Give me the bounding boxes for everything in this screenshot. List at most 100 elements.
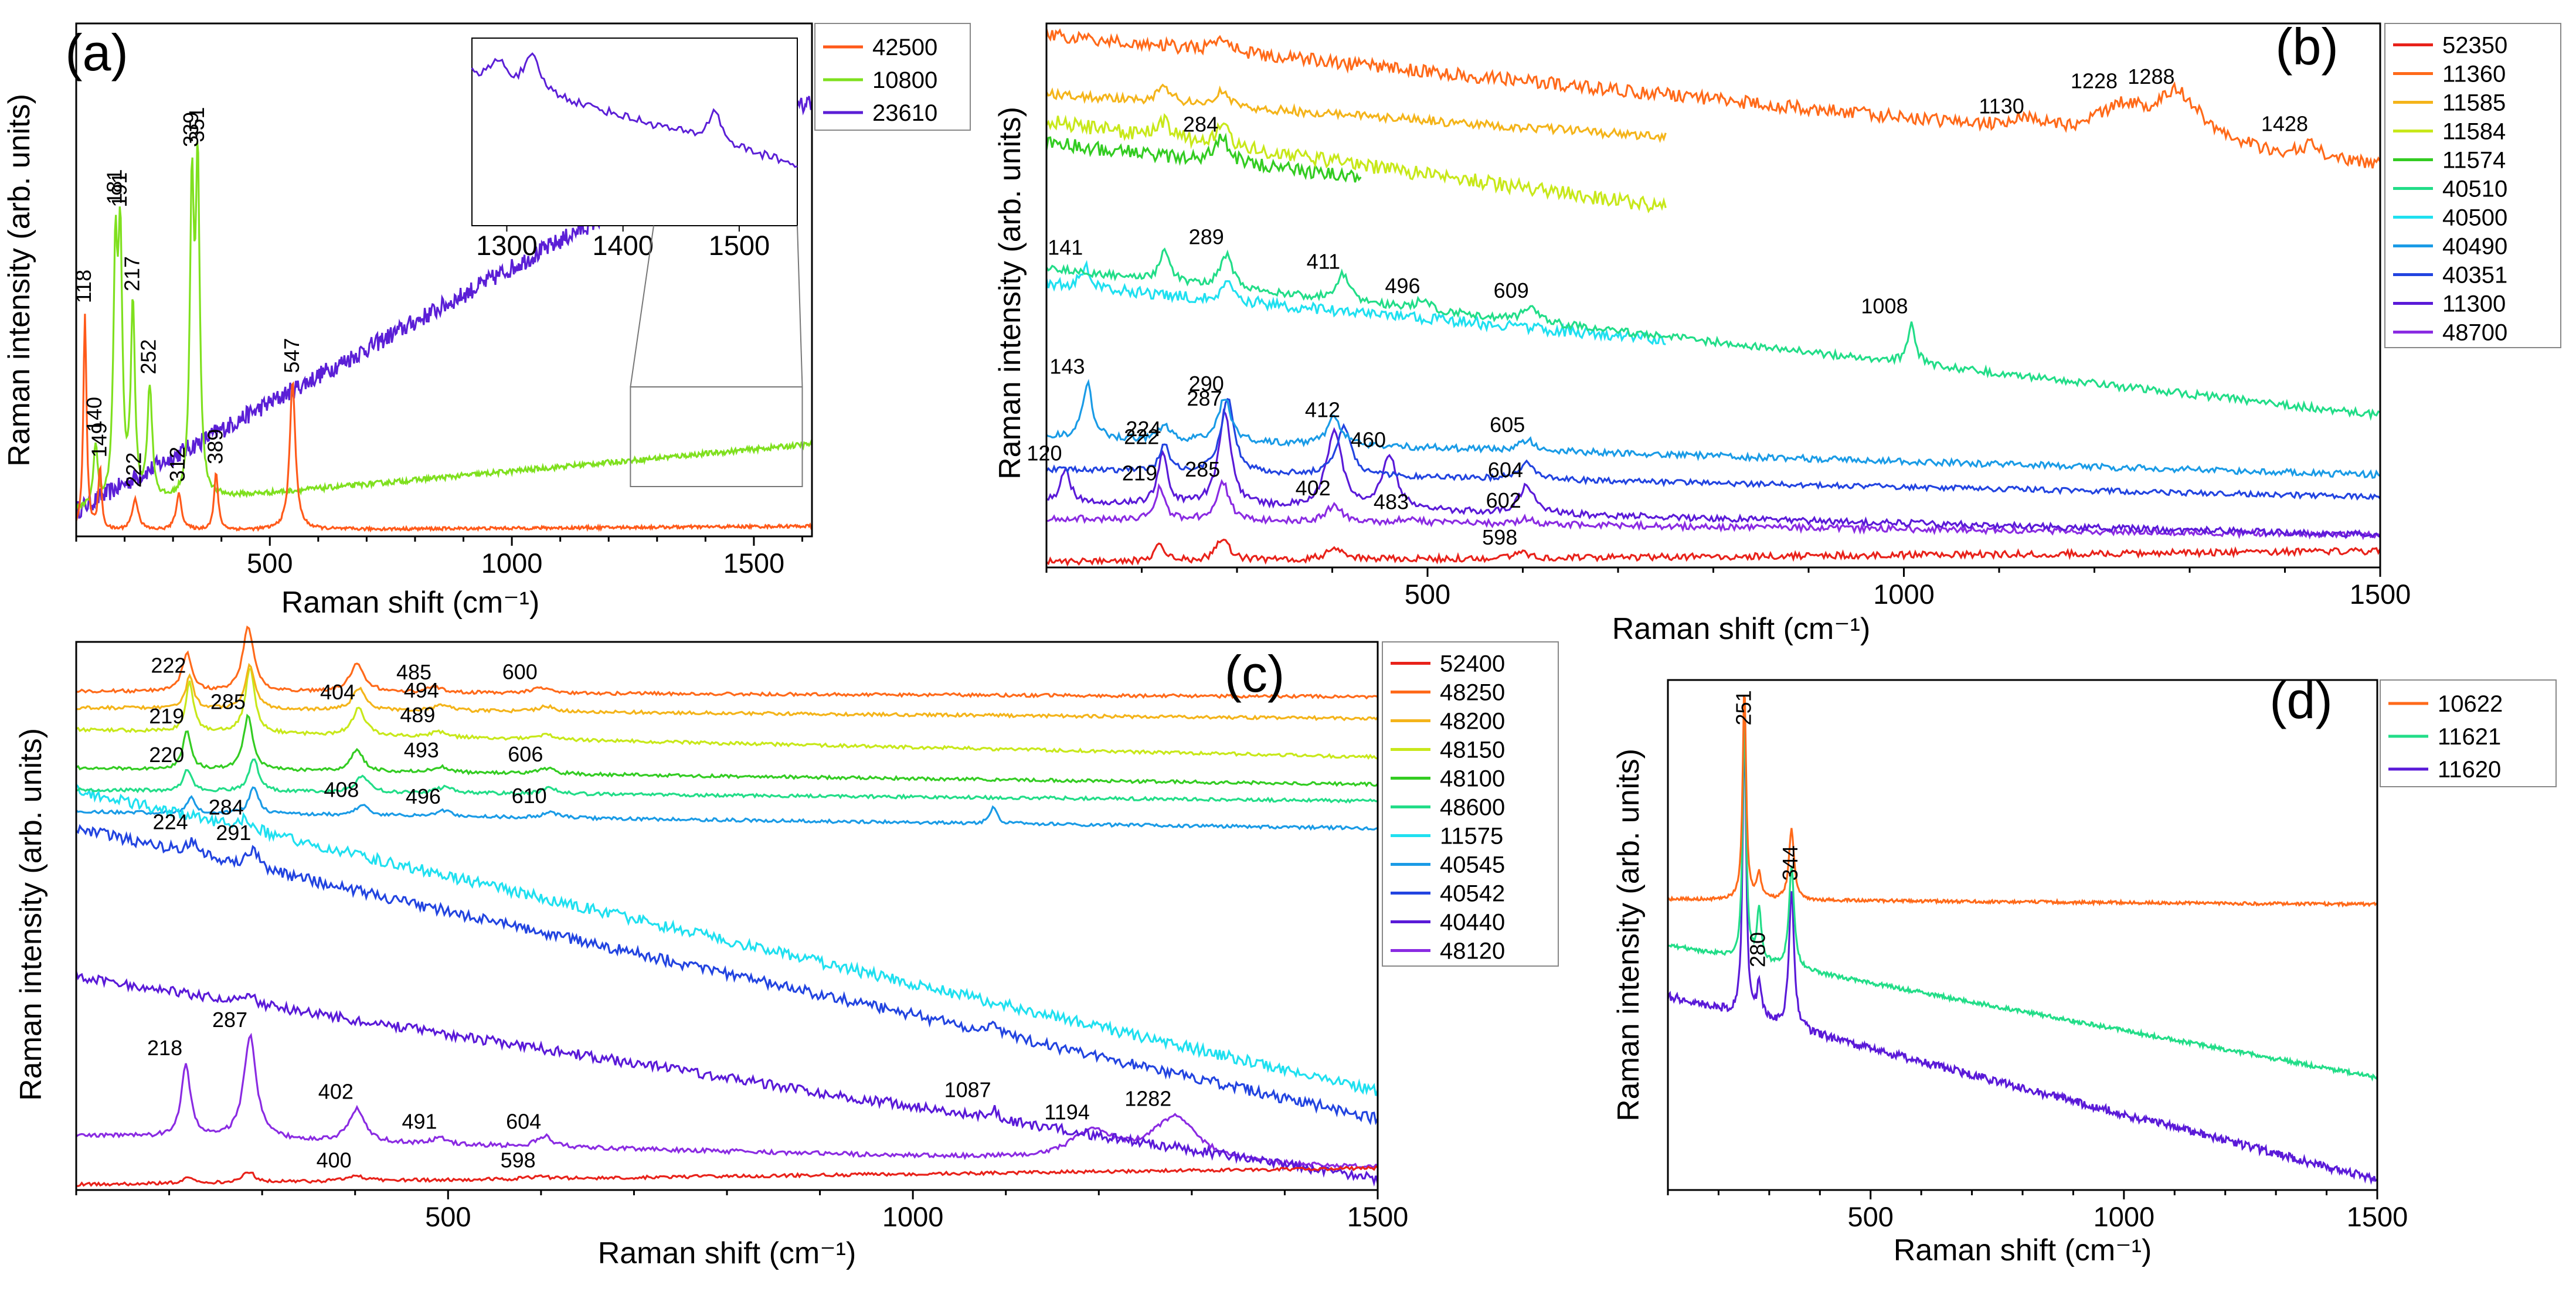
legend-label-40490: 40490 bbox=[2442, 234, 2507, 260]
peak-annotation-1282-26: 1282 bbox=[1124, 1087, 1171, 1111]
legend-label-48600: 48600 bbox=[1440, 795, 1505, 821]
legend-label-52350: 52350 bbox=[2442, 33, 2507, 59]
peak-annotation-287-8: 287 bbox=[1187, 386, 1222, 410]
peak-annotation-219-3: 219 bbox=[1122, 461, 1157, 485]
series-line-52400 bbox=[76, 1165, 1378, 1187]
panel-0: 500 1000 1500 Raman shift (cm⁻¹) Raman inten… bbox=[2, 22, 971, 620]
legend: 10622 11621 11620 bbox=[2380, 679, 2557, 787]
peak-annotation-222-6: 222 bbox=[122, 453, 146, 488]
series-line-11575 bbox=[75, 784, 1379, 1096]
peak-annotation-1008-22: 1008 bbox=[1861, 294, 1908, 318]
peak-annotation-496-16: 496 bbox=[1385, 274, 1420, 298]
legend-label-11620: 11620 bbox=[2438, 757, 2501, 783]
zoom-connector bbox=[797, 225, 803, 387]
peak-annotation-460-14: 460 bbox=[1351, 428, 1386, 452]
series-line-10800 bbox=[75, 141, 813, 511]
legend-label-48100: 48100 bbox=[1440, 766, 1505, 792]
x-axis-label: Raman shift (cm⁻¹) bbox=[598, 1236, 857, 1270]
peak-annotation-404-11: 404 bbox=[320, 680, 355, 704]
peak-annotation-351-10: 351 bbox=[185, 107, 209, 142]
series-line-40351 bbox=[1045, 397, 2381, 501]
series-line-52350 bbox=[1045, 538, 2381, 567]
zoom-box bbox=[630, 386, 803, 487]
peak-annotation-494-17: 494 bbox=[404, 678, 439, 702]
peak-annotation-252-7: 252 bbox=[137, 339, 161, 375]
peak-annotation-218-0: 218 bbox=[147, 1036, 182, 1060]
series-line-11360 bbox=[1045, 28, 2381, 169]
legend-label-40351: 40351 bbox=[2442, 263, 2507, 288]
legend-label-52400: 52400 bbox=[1440, 651, 1505, 677]
y-axis-label: Raman intensity (arb. units) bbox=[2, 94, 36, 467]
x-tick-label: 1000 bbox=[882, 1201, 944, 1232]
peak-annotation-219-1: 219 bbox=[149, 704, 184, 728]
peak-annotation-389-11: 389 bbox=[203, 429, 227, 464]
series-line-11300 bbox=[1046, 408, 2381, 539]
plot-frame bbox=[75, 641, 1379, 1191]
peak-annotation-485-13: 485 bbox=[396, 660, 431, 684]
panel-1: 500 1000 1500 Raman shift (cm⁻¹) Raman inten… bbox=[993, 18, 2561, 646]
peak-annotation-344-2: 344 bbox=[1778, 845, 1802, 880]
legend-label-48150: 48150 bbox=[1440, 737, 1505, 763]
panel-3: 500 1000 1500 Raman shift (cm⁻¹) Raman inten… bbox=[1612, 671, 2557, 1267]
peak-annotation-149-2: 149 bbox=[87, 422, 111, 457]
peak-annotation-291-8: 291 bbox=[216, 821, 251, 845]
peak-annotation-605-20: 605 bbox=[1490, 413, 1525, 437]
x-axis-label: Raman shift (cm⁻¹) bbox=[281, 586, 540, 620]
inset-tick-label: 1500 bbox=[709, 230, 770, 261]
x-tick-label: 1500 bbox=[2350, 579, 2411, 610]
series-line-40440 bbox=[75, 971, 1379, 1187]
peak-annotation-1428-26: 1428 bbox=[2261, 111, 2308, 135]
peak-annotation-1130-23: 1130 bbox=[1979, 94, 2024, 118]
peak-annotation-290-10: 290 bbox=[1189, 372, 1224, 396]
legend-label-10800: 10800 bbox=[872, 67, 937, 93]
series-line-48100 bbox=[76, 713, 1379, 788]
series-line-40545 bbox=[76, 786, 1378, 831]
peak-annotation-402-10: 402 bbox=[318, 1080, 354, 1104]
peak-annotation-491-15: 491 bbox=[402, 1109, 437, 1133]
plot-frame bbox=[75, 22, 813, 538]
y-axis-label: Raman intensity (arb. units) bbox=[14, 728, 48, 1101]
peak-annotation-604-21: 604 bbox=[506, 1109, 541, 1133]
peak-annotation-141-1: 141 bbox=[1048, 236, 1083, 260]
legend-label-48120: 48120 bbox=[1440, 939, 1505, 964]
peak-annotation-400-9: 400 bbox=[317, 1148, 352, 1172]
series-line-40510 bbox=[1045, 247, 2381, 421]
peak-annotation-285-6: 285 bbox=[210, 690, 246, 714]
series-line-11621 bbox=[1667, 723, 2378, 1082]
legend-label-40545: 40545 bbox=[1440, 852, 1505, 878]
peak-annotation-1194-25: 1194 bbox=[1044, 1100, 1089, 1124]
legend-label-11300: 11300 bbox=[2442, 291, 2506, 317]
legend-label-11574: 11574 bbox=[2442, 148, 2506, 174]
x-axis-label: Raman shift (cm⁻¹) bbox=[1894, 1233, 2152, 1267]
peak-annotation-1228-24: 1228 bbox=[2071, 69, 2118, 93]
x-tick-label: 1000 bbox=[2094, 1201, 2155, 1232]
peak-annotation-120-0: 120 bbox=[1027, 441, 1062, 465]
panel-label: (a) bbox=[65, 23, 128, 81]
series-line-11585 bbox=[1045, 83, 1667, 144]
peak-annotation-339-9: 339 bbox=[179, 112, 203, 147]
peak-annotation-598-19: 598 bbox=[501, 1148, 536, 1172]
inset-frame bbox=[471, 38, 798, 226]
legend-label-48200: 48200 bbox=[1440, 709, 1505, 735]
series-line-42500 bbox=[75, 314, 813, 533]
panel-label: (c) bbox=[1225, 645, 1285, 703]
inset: 1300 1400 1500 bbox=[471, 38, 803, 487]
series-line-48120 bbox=[76, 1032, 1378, 1169]
peak-annotation-217-5: 217 bbox=[120, 256, 144, 291]
legend-box bbox=[2384, 23, 2561, 348]
peak-annotation-289-9: 289 bbox=[1189, 225, 1224, 249]
series-line-48150 bbox=[76, 667, 1378, 760]
legend-label-40542: 40542 bbox=[1440, 881, 1505, 907]
zoom-connector bbox=[630, 225, 654, 387]
peak-annotation-493-16: 493 bbox=[404, 738, 439, 762]
peak-annotation-251-0: 251 bbox=[1731, 690, 1755, 725]
panel-label: (b) bbox=[2275, 18, 2339, 76]
peak-annotation-224-4: 224 bbox=[153, 810, 188, 834]
series-line-10622 bbox=[1667, 695, 2378, 908]
series-line-40542 bbox=[75, 824, 1379, 1126]
peak-annotation-118-0: 118 bbox=[72, 270, 96, 303]
series-line-11620 bbox=[1667, 733, 2378, 1185]
